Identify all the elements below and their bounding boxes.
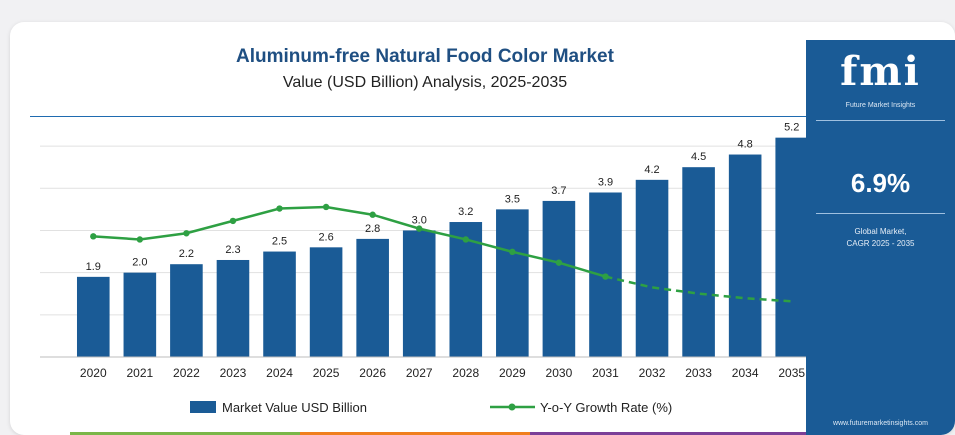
bar-value-label: 2.0 [132, 257, 147, 269]
bar-value-label: 3.9 [598, 176, 613, 188]
bar-value-label: 3.0 [412, 214, 427, 226]
growth-point [602, 273, 609, 280]
x-tick-label: 2025 [313, 366, 340, 380]
bar [123, 272, 157, 357]
bar [309, 247, 343, 357]
x-tick-label: 2030 [546, 366, 573, 380]
x-tick-label: 2035 [778, 366, 805, 380]
bar-value-label: 3.2 [458, 206, 473, 218]
legend-label-line: Y-o-Y Growth Rate (%) [540, 400, 672, 415]
x-tick-label: 2028 [452, 366, 479, 380]
bar-value-label: 4.5 [691, 151, 706, 163]
x-tick-label: 2029 [499, 366, 526, 380]
sidebar-divider [816, 213, 945, 214]
cagr-label-line2: CAGR 2025 - 2035 [846, 239, 915, 248]
growth-point [555, 259, 563, 266]
bar [635, 179, 669, 357]
cagr-label-line1: Global Market, [854, 227, 907, 236]
bar-value-label: 2.6 [318, 231, 333, 243]
growth-point [509, 248, 516, 256]
growth-point [462, 236, 469, 243]
legend-swatch-bar [190, 401, 216, 413]
bar-value-label: 3.5 [505, 193, 520, 205]
bar [728, 154, 762, 357]
bottom-strip-green [70, 432, 300, 435]
bar-value-label: 3.7 [551, 185, 566, 197]
bar-value-label: 2.5 [272, 236, 287, 248]
bar-value-label: 2.2 [179, 248, 194, 260]
bar-value-label: 4.2 [644, 164, 659, 176]
chart-plot: 1.9 2020 2.0 2021 2.2 2022 2.3 2023 2.5 2024 2.6 20… [40, 122, 815, 435]
growth-point [322, 203, 330, 211]
bottom-strip-orange [300, 432, 530, 435]
x-tick-label: 2031 [592, 366, 619, 380]
bar [402, 230, 436, 357]
x-tick-label: 2032 [639, 366, 666, 380]
bar [170, 264, 203, 357]
bar-value-label: 4.8 [738, 139, 753, 151]
logo-subtitle: Future Market Insights [845, 102, 916, 109]
chart-card: Aluminum-free Natural Food Color Market … [10, 22, 955, 435]
growth-point [229, 217, 237, 225]
bar [775, 137, 809, 357]
chart-area: Aluminum-free Natural Food Color Market … [30, 40, 820, 435]
title-divider [30, 116, 820, 117]
growth-line-forecast [605, 275, 792, 303]
website-link[interactable]: www.futuremarketinsights.com [833, 420, 928, 427]
legend-swatch-marker [508, 403, 516, 411]
fmi-logo: fmi [840, 48, 921, 95]
x-tick-label: 2020 [80, 366, 107, 380]
cagr-value: 6.9% [850, 168, 911, 198]
x-tick-label: 2021 [126, 366, 153, 380]
x-tick-label: 2026 [359, 366, 386, 380]
legend-label-bar: Market Value USD Billion [222, 400, 367, 415]
x-tick-label: 2027 [406, 366, 433, 380]
bar-value-label: 2.3 [225, 244, 240, 256]
x-tick-label: 2034 [732, 366, 759, 380]
bar [542, 200, 576, 357]
sidebar-divider [816, 120, 945, 121]
bar [76, 276, 110, 357]
growth-point [136, 236, 144, 243]
bottom-strip-purple [530, 432, 815, 435]
sidebar-panel: fmi Future Market Insights 6.9% Global M… [806, 40, 955, 435]
chart-title: Aluminum-free Natural Food Color Market [236, 46, 614, 67]
bar [263, 251, 296, 357]
bar-value-label: 1.9 [86, 261, 101, 273]
bar-value-label: 2.8 [365, 223, 380, 235]
growth-line [93, 205, 606, 278]
growth-point [90, 233, 97, 240]
bar [682, 167, 715, 357]
chart-subtitle: Value (USD Billion) Analysis, 2025-2035 [282, 74, 568, 91]
x-tick-label: 2023 [220, 366, 247, 380]
bar [216, 259, 250, 357]
bar [496, 209, 529, 357]
x-tick-label: 2033 [685, 366, 712, 380]
cagr-label: Global Market, CAGR 2025 - 2035 [806, 226, 955, 250]
growth-point [276, 205, 283, 212]
bar [449, 222, 483, 357]
growth-point [416, 225, 423, 232]
bar [356, 238, 389, 357]
growth-point [183, 230, 190, 237]
x-tick-label: 2024 [266, 366, 293, 380]
growth-point [369, 211, 376, 218]
bar-value-label: 5.2 [784, 122, 799, 134]
x-tick-label: 2022 [173, 366, 200, 380]
